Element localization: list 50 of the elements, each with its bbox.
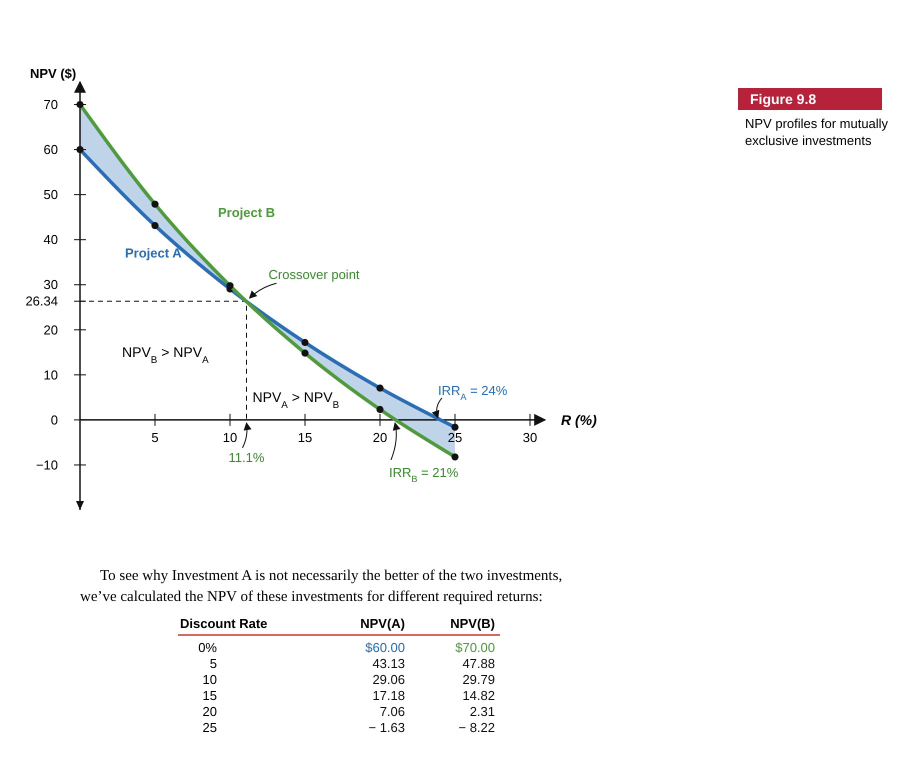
text: 25 [202, 720, 217, 735]
text: 10 [202, 672, 217, 687]
annotation: Crossover point [268, 267, 360, 282]
annotation: IRR$_{A}$ = 24% [438, 383, 508, 402]
annotation: IRR$_{B}$ = 21% [389, 464, 459, 484]
text: − 8.22 [458, 720, 495, 735]
y-tick-label: 50 [44, 187, 58, 202]
text: 0% [198, 640, 218, 655]
y-tick-label: 0 [50, 412, 58, 428]
text: 5 [210, 656, 217, 671]
text: − 1.63 [368, 720, 405, 735]
x-tick-label: 10 [222, 430, 238, 445]
text: 17.18 [372, 688, 405, 703]
y-tick-label: 10 [44, 367, 58, 382]
annotation: NPV$_{A}$ > NPV$_{B}$ [252, 388, 340, 410]
text: Discount Rate [180, 616, 268, 631]
annotation: 11.1% [228, 450, 265, 465]
x-tick-label: 25 [448, 430, 462, 445]
text: 14.82 [462, 688, 495, 703]
y-tick-label: 70 [44, 97, 58, 112]
text: 7.06 [380, 704, 405, 719]
y-axis-title: NPV ($) [30, 66, 76, 81]
caption: Figure 9.8 [750, 91, 816, 107]
y-tick-label: 20 [44, 322, 58, 338]
y-tick-label: 26.34 [25, 294, 58, 309]
text: 20 [202, 704, 217, 719]
y-tick-label: 40 [44, 232, 58, 248]
text: 29.06 [372, 672, 405, 687]
text: NPV(A) [360, 616, 405, 631]
text: 29.79 [462, 672, 495, 687]
x-tick-label: 30 [522, 430, 538, 445]
text: 2.31 [470, 704, 495, 719]
series-label: Project A [125, 246, 182, 261]
text: 15 [202, 688, 217, 703]
text: 47.88 [462, 656, 495, 671]
text: $60.00 [365, 640, 405, 655]
y-tick-label: 60 [44, 142, 58, 158]
text: Project B [218, 205, 276, 220]
text: NPV(B) [450, 616, 495, 631]
x-axis-title: R (%) [561, 412, 598, 428]
x-tick-label: 5 [151, 430, 159, 445]
text: $70.00 [455, 640, 495, 655]
text: NPV profiles for mutually exclusive investments [745, 116, 889, 148]
text: To see why Investment A is not necessarily the better of the two investments, we’ve calculated the NPV of these investments for different required returns: [80, 568, 562, 605]
x-tick-label: 20 [372, 430, 388, 445]
annotation: NPV$_{B}$ > NPV$_{A}$ [122, 344, 210, 366]
x-tick-label: 15 [298, 430, 312, 445]
y-tick-label: 30 [44, 277, 58, 292]
y-tick-label: −10 [36, 457, 58, 472]
text: 43.13 [372, 656, 405, 671]
